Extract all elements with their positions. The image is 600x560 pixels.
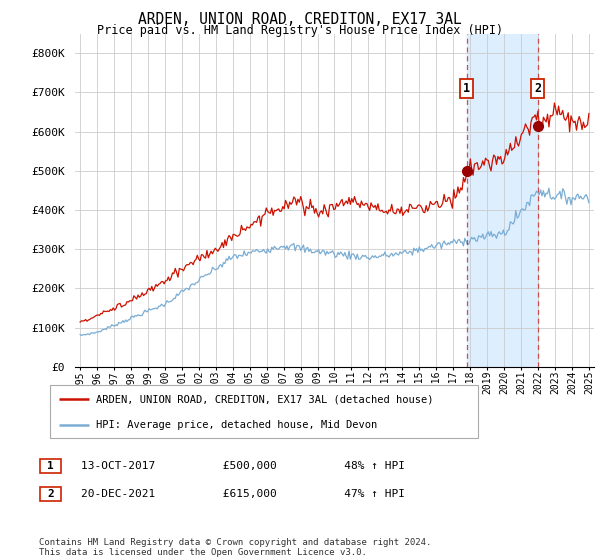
Text: 1: 1	[463, 82, 470, 95]
Text: 13-OCT-2017          £500,000          48% ↑ HPI: 13-OCT-2017 £500,000 48% ↑ HPI	[81, 461, 405, 471]
Text: 1: 1	[47, 461, 54, 471]
Text: ARDEN, UNION ROAD, CREDITON, EX17 3AL: ARDEN, UNION ROAD, CREDITON, EX17 3AL	[138, 12, 462, 27]
Text: HPI: Average price, detached house, Mid Devon: HPI: Average price, detached house, Mid …	[95, 420, 377, 430]
Text: 20-DEC-2021          £615,000          47% ↑ HPI: 20-DEC-2021 £615,000 47% ↑ HPI	[81, 489, 405, 499]
FancyBboxPatch shape	[50, 385, 478, 438]
Text: Price paid vs. HM Land Registry's House Price Index (HPI): Price paid vs. HM Land Registry's House …	[97, 24, 503, 36]
Text: ARDEN, UNION ROAD, CREDITON, EX17 3AL (detached house): ARDEN, UNION ROAD, CREDITON, EX17 3AL (d…	[95, 394, 433, 404]
Text: 2: 2	[534, 82, 541, 95]
Bar	[467, 34, 538, 367]
Text: Contains HM Land Registry data © Crown copyright and database right 2024.
This d: Contains HM Land Registry data © Crown c…	[39, 538, 431, 557]
FancyBboxPatch shape	[40, 459, 61, 473]
Text: 2: 2	[47, 489, 54, 499]
FancyBboxPatch shape	[40, 487, 61, 501]
